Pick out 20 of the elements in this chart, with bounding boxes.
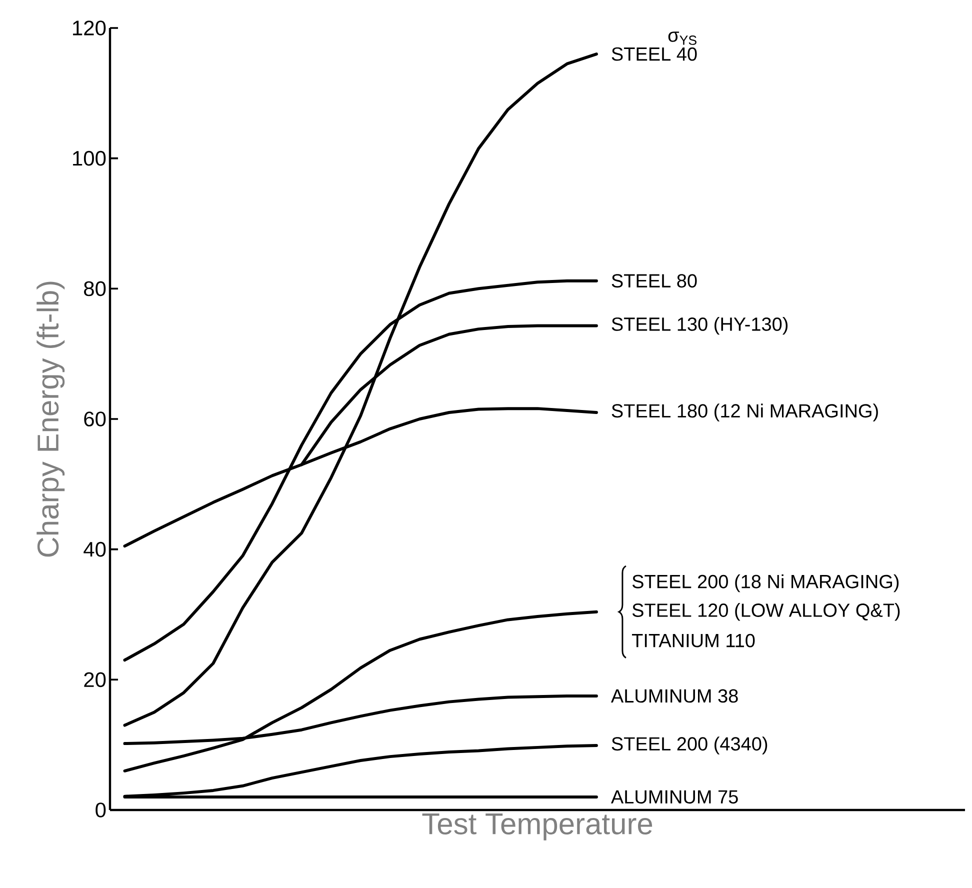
y-tick-label: 120 — [73, 20, 106, 36]
series-label: STEEL 40 — [612, 47, 697, 61]
series-label: ALUMINUM 75 — [610, 790, 738, 804]
y-tick-label: 20 — [84, 672, 106, 688]
series-label: STEEL 180 (12 Ni MARAGING) — [612, 404, 878, 422]
y-tick-label: 40 — [84, 542, 106, 557]
y-tick-label: 60 — [84, 412, 106, 426]
series-label: STEEL 200 (4340) — [612, 736, 768, 754]
series-label: STEEL 130 (HY-130) — [612, 316, 788, 335]
y-tick-label: 100 — [73, 150, 106, 166]
y-tick-label: 80 — [84, 281, 106, 296]
x-axis-title: Test Temperature — [422, 814, 652, 840]
annotation: STEEL 120 (LOW ALLOY Q&T) — [632, 603, 900, 621]
y-tick-label: 0 — [96, 802, 106, 818]
text: STEEL 200 (18 Ni MARAGING) — [632, 574, 899, 592]
annotation: TITANIUM 110 — [632, 634, 755, 648]
series-label: ALUMINUM 38 — [610, 689, 738, 703]
y-axis-title: Charpy Energy (ft-lb) — [36, 282, 65, 557]
legend-title: σ$_{YS}$ — [668, 32, 696, 45]
series-label: STEEL 80 — [612, 274, 697, 288]
